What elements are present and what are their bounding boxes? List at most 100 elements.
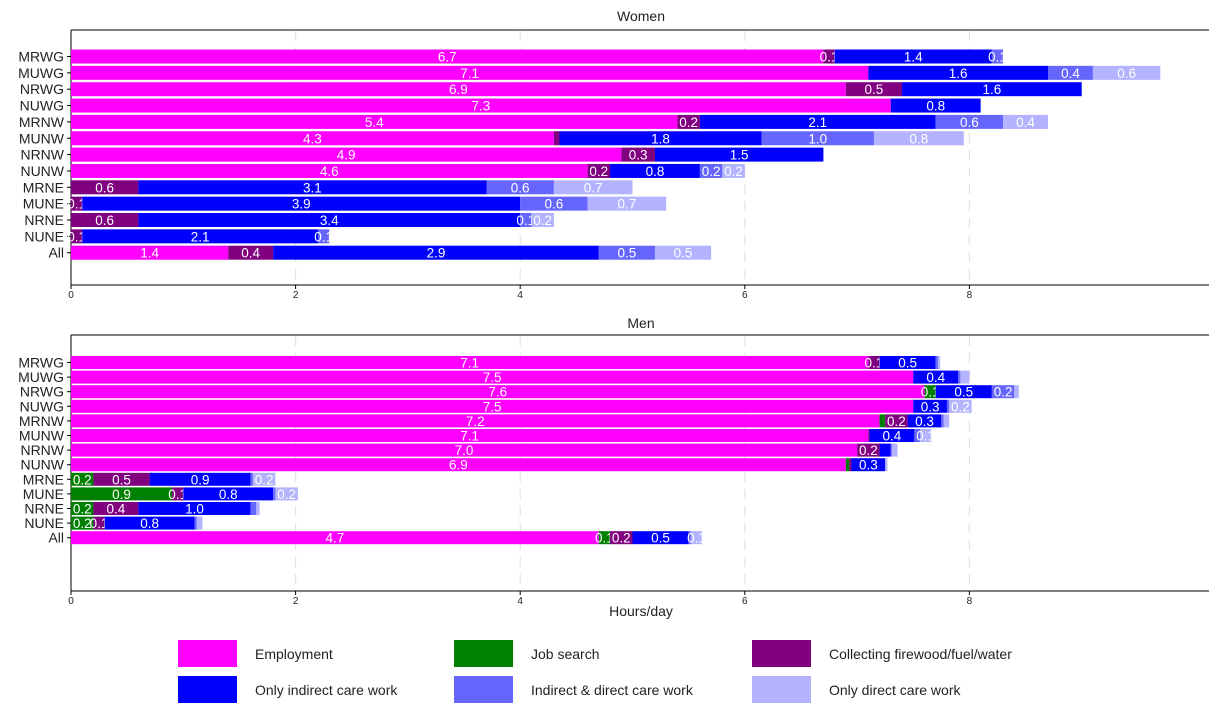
data-label: 0.8 bbox=[646, 164, 665, 179]
bar-employment bbox=[71, 458, 846, 472]
data-label: 7.6 bbox=[488, 385, 507, 400]
bar-only-indirect-care-work bbox=[183, 487, 274, 501]
legend-label: Only indirect care work bbox=[255, 681, 398, 698]
data-label: 0.2 bbox=[612, 531, 631, 546]
bar-indirect-direct-care-work bbox=[958, 370, 961, 384]
data-label: 0.7 bbox=[584, 180, 603, 195]
bar-only-indirect-care-work bbox=[559, 131, 762, 146]
bar-indirect-direct-care-work bbox=[699, 163, 723, 178]
data-label: 4.7 bbox=[326, 531, 345, 546]
chart-legend: Employment Job search Collecting firewoo… bbox=[0, 636, 1211, 704]
bar-only-indirect-care-work bbox=[851, 458, 886, 472]
data-label: 3.4 bbox=[320, 213, 339, 228]
bar-only-direct-care-work bbox=[256, 502, 260, 515]
legend-label: Collecting firewood/fuel/water bbox=[829, 645, 1012, 662]
bar-employment bbox=[71, 370, 914, 384]
bar-collecting-firewood-fuel-water bbox=[587, 163, 611, 178]
category-label-nrne: NRNE bbox=[24, 501, 64, 517]
data-label: 0.2 bbox=[679, 115, 698, 130]
data-label: 0.1 bbox=[916, 429, 935, 444]
bar-indirect-direct-care-work bbox=[520, 213, 532, 227]
category-label-nunw: NUNW bbox=[20, 457, 64, 473]
category-label-nrwg: NRWG bbox=[20, 384, 64, 400]
category-label-mrne: MRNE bbox=[23, 179, 64, 195]
data-label: 0.1 bbox=[687, 531, 706, 546]
data-label: 6.9 bbox=[449, 458, 468, 473]
data-label: 0.7 bbox=[617, 197, 636, 212]
data-label: 0.3 bbox=[629, 148, 648, 163]
bar-indirect-direct-care-work bbox=[941, 414, 944, 428]
bar-job-search bbox=[71, 472, 94, 486]
bar-collecting-firewood-fuel-water bbox=[823, 49, 835, 64]
bar-indirect-direct-care-work bbox=[273, 487, 276, 501]
data-label: 0.1 bbox=[595, 531, 614, 546]
data-label: 0.4 bbox=[107, 502, 126, 517]
data-label: 3.9 bbox=[292, 197, 311, 212]
legend-swatch bbox=[752, 640, 811, 667]
bar-indirect-direct-care-work bbox=[250, 472, 253, 486]
bar-only-direct-care-work bbox=[949, 399, 972, 413]
bar-job-search bbox=[71, 516, 94, 530]
data-label: 0.1 bbox=[314, 229, 333, 244]
data-label: 5.4 bbox=[365, 115, 384, 130]
bar-indirect-direct-care-work bbox=[520, 196, 588, 211]
data-label: 0.4 bbox=[926, 370, 945, 385]
legend-item-only-direct-care: Only direct care work bbox=[752, 676, 960, 703]
category-label-nune: NUNE bbox=[24, 515, 64, 531]
bar-only-direct-care-work bbox=[553, 180, 633, 195]
data-label: 3.1 bbox=[303, 180, 322, 195]
data-label: 1.4 bbox=[904, 50, 923, 65]
bar-only-indirect-care-work bbox=[913, 370, 959, 384]
data-label: 1.4 bbox=[140, 246, 159, 261]
bar-indirect-direct-care-work bbox=[991, 385, 1015, 399]
data-label: 4.6 bbox=[320, 164, 339, 179]
legend-label: Employment bbox=[255, 645, 333, 662]
panel-title: Men bbox=[627, 315, 654, 331]
data-label: 0.6 bbox=[544, 197, 563, 212]
data-label: 2.9 bbox=[427, 246, 446, 261]
data-label: 0.2 bbox=[277, 487, 296, 502]
legend-item-only-indirect-care: Only indirect care work bbox=[178, 676, 397, 703]
data-label: 0.1 bbox=[516, 213, 535, 228]
bar-job-search bbox=[879, 414, 886, 428]
bar-only-indirect-care-work bbox=[935, 385, 992, 399]
data-label: 0.1 bbox=[988, 50, 1007, 65]
bar-only-indirect-care-work bbox=[149, 472, 251, 486]
x-tick-label: 8 bbox=[967, 290, 973, 301]
bar-only-direct-care-work bbox=[943, 414, 950, 428]
data-label: 0.6 bbox=[511, 180, 530, 195]
category-label-muwg: MUWG bbox=[18, 369, 64, 385]
bar-only-direct-care-work bbox=[891, 443, 898, 457]
data-label: 4.3 bbox=[303, 131, 322, 146]
data-label: 0.4 bbox=[1016, 115, 1035, 130]
x-tick-label: 6 bbox=[742, 290, 748, 301]
panel-title: Women bbox=[617, 8, 665, 24]
bar-employment bbox=[71, 531, 599, 545]
data-label: 0.2 bbox=[724, 164, 743, 179]
bar-only-direct-care-work bbox=[587, 196, 667, 211]
bar-only-indirect-care-work bbox=[879, 443, 891, 457]
data-label: 0.4 bbox=[883, 429, 902, 444]
data-label: 1.0 bbox=[185, 502, 204, 517]
data-label: 0.5 bbox=[674, 246, 693, 261]
x-tick-label: 8 bbox=[967, 596, 973, 607]
data-label: 7.0 bbox=[455, 443, 474, 458]
category-label-mune: MUNE bbox=[23, 486, 64, 502]
data-label: 0.6 bbox=[1117, 66, 1136, 81]
bar-only-direct-care-work bbox=[1014, 385, 1019, 399]
bar-only-indirect-care-work bbox=[890, 98, 981, 113]
category-label-nrwg: NRWG bbox=[20, 81, 64, 97]
bar-only-indirect-care-work bbox=[138, 180, 487, 195]
bar-collecting-firewood-fuel-water bbox=[172, 487, 184, 501]
bar-employment bbox=[71, 414, 880, 428]
bar-employment bbox=[71, 429, 869, 442]
bar-only-indirect-care-work bbox=[879, 356, 936, 369]
data-label: 0.9 bbox=[191, 472, 210, 487]
data-label: 0.2 bbox=[73, 502, 92, 517]
data-label: 1.0 bbox=[808, 131, 827, 146]
legend-swatch bbox=[752, 676, 811, 703]
category-label-munw: MUNW bbox=[19, 130, 65, 146]
bar-only-indirect-care-work bbox=[834, 49, 992, 64]
bar-employment bbox=[71, 385, 925, 399]
